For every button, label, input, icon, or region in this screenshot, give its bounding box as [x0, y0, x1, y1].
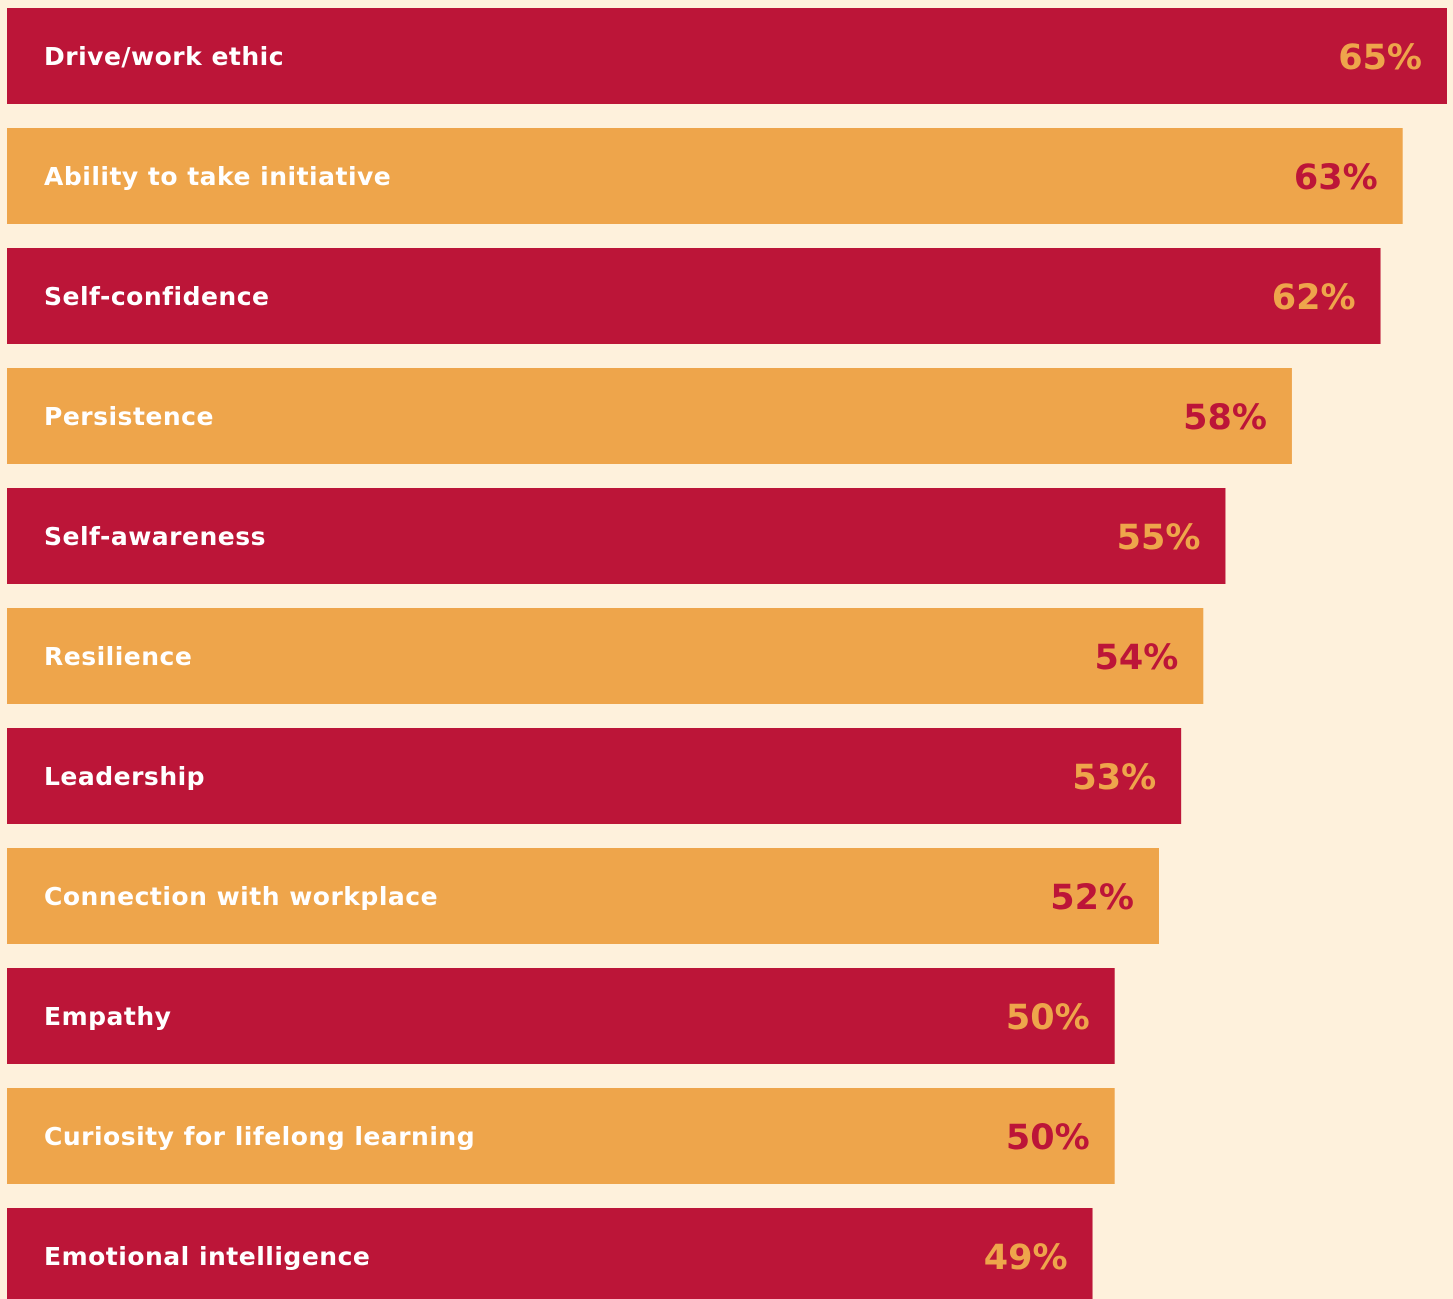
value-label: 53%: [1072, 758, 1156, 798]
bar: [7, 488, 1226, 584]
value-label: 62%: [1272, 278, 1356, 318]
category-label: Ability to take initiative: [44, 162, 391, 191]
value-label: 49%: [984, 1238, 1068, 1278]
bar: [7, 8, 1447, 104]
category-label: Empathy: [44, 1002, 171, 1031]
bar: [7, 248, 1381, 344]
category-label: Leadership: [44, 762, 205, 791]
value-label: 50%: [1006, 998, 1090, 1038]
bar: [7, 608, 1204, 704]
bar: [7, 128, 1403, 224]
category-label: Resilience: [44, 642, 192, 671]
value-label: 55%: [1117, 518, 1201, 558]
value-label: 52%: [1050, 878, 1134, 918]
category-label: Self-confidence: [44, 282, 270, 311]
category-label: Connection with workplace: [44, 882, 438, 911]
value-label: 58%: [1183, 398, 1267, 438]
bar: [7, 848, 1159, 944]
bar: [7, 1208, 1093, 1299]
bar: [7, 368, 1292, 464]
category-label: Curiosity for lifelong learning: [44, 1122, 475, 1151]
value-label: 54%: [1095, 638, 1179, 678]
value-label: 65%: [1338, 38, 1422, 78]
bar: [7, 968, 1115, 1064]
category-label: Drive/work ethic: [44, 42, 284, 71]
category-label: Self-awareness: [44, 522, 266, 551]
bar: [7, 728, 1182, 824]
value-label: 63%: [1294, 158, 1378, 198]
category-label: Emotional intelligence: [44, 1242, 370, 1271]
category-label: Persistence: [44, 402, 214, 431]
bar: [7, 1088, 1115, 1184]
value-label: 50%: [1006, 1118, 1090, 1158]
